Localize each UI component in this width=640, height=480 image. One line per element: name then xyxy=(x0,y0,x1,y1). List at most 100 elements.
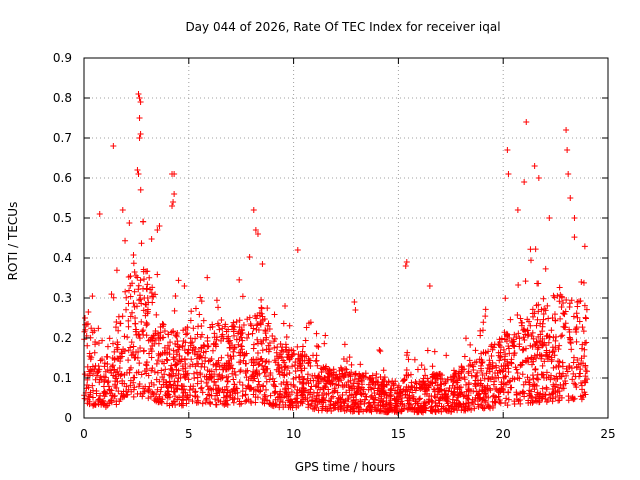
data-point xyxy=(471,380,478,387)
data-point xyxy=(392,402,399,409)
data-point xyxy=(233,318,240,325)
data-point xyxy=(465,396,472,403)
data-point xyxy=(182,339,189,346)
data-point xyxy=(331,404,338,411)
data-point xyxy=(250,325,257,332)
data-point xyxy=(164,342,171,349)
data-point xyxy=(478,402,485,409)
data-point xyxy=(352,371,359,378)
data-point xyxy=(271,390,278,397)
data-point xyxy=(225,373,232,380)
data-point xyxy=(99,337,106,344)
data-point xyxy=(84,342,91,349)
data-point xyxy=(556,392,563,399)
data-point xyxy=(118,371,125,378)
data-point xyxy=(463,388,470,395)
data-point xyxy=(197,294,204,301)
data-point xyxy=(465,363,472,370)
data-point xyxy=(100,383,107,390)
data-point xyxy=(533,375,540,382)
data-point xyxy=(203,379,210,386)
data-point xyxy=(504,331,511,338)
data-point xyxy=(283,371,290,378)
data-point xyxy=(245,331,252,338)
data-point xyxy=(404,406,411,413)
data-point xyxy=(207,324,214,331)
data-point xyxy=(525,397,532,404)
data-point xyxy=(503,338,510,345)
data-point xyxy=(425,384,432,391)
data-point xyxy=(541,358,548,365)
data-point xyxy=(119,313,126,320)
data-point xyxy=(533,302,540,309)
data-point xyxy=(258,296,265,303)
data-point xyxy=(505,396,512,403)
data-point xyxy=(530,358,537,365)
data-point xyxy=(236,359,243,366)
y-tick-label: 0.4 xyxy=(53,251,72,265)
data-point xyxy=(264,305,271,312)
data-point xyxy=(300,389,307,396)
data-point xyxy=(125,347,132,354)
data-point xyxy=(194,374,201,381)
data-point xyxy=(370,385,377,392)
data-point xyxy=(273,353,280,360)
data-point xyxy=(288,353,295,360)
data-point xyxy=(326,379,333,386)
y-tick-label: 0.1 xyxy=(53,371,72,385)
data-point xyxy=(441,387,448,394)
data-point xyxy=(87,366,94,373)
data-point xyxy=(219,400,226,407)
data-point xyxy=(196,311,203,318)
x-tick-label: 20 xyxy=(496,427,511,441)
data-point xyxy=(383,395,390,402)
data-point xyxy=(242,360,249,367)
data-point xyxy=(288,346,295,353)
data-point xyxy=(533,322,540,329)
data-point xyxy=(314,362,321,369)
data-point xyxy=(130,379,137,386)
data-point xyxy=(443,407,450,414)
data-point xyxy=(556,342,563,349)
data-point xyxy=(244,334,251,341)
outlier-point xyxy=(154,227,161,233)
data-point xyxy=(242,369,249,376)
data-point xyxy=(237,330,244,337)
data-point xyxy=(258,310,265,317)
data-point xyxy=(199,400,206,407)
data-point xyxy=(482,313,489,320)
data-point xyxy=(563,372,570,379)
data-point xyxy=(320,386,327,393)
data-point xyxy=(274,362,281,369)
data-point xyxy=(175,277,182,284)
data-point xyxy=(235,349,242,356)
data-point xyxy=(511,376,518,383)
data-point xyxy=(170,328,177,335)
data-point xyxy=(583,315,590,322)
data-point xyxy=(198,323,205,329)
data-point xyxy=(351,407,358,414)
data-point xyxy=(570,396,577,403)
data-point xyxy=(345,379,352,386)
data-point xyxy=(104,353,111,360)
data-point xyxy=(93,372,100,379)
data-point xyxy=(216,371,223,378)
data-point xyxy=(248,357,255,364)
data-point xyxy=(150,293,157,300)
data-point xyxy=(356,385,363,392)
data-point xyxy=(414,366,421,373)
data-point xyxy=(317,386,324,393)
data-point xyxy=(170,398,177,405)
data-point xyxy=(402,391,409,398)
data-point xyxy=(99,356,106,363)
data-point xyxy=(473,372,480,379)
data-point xyxy=(81,371,88,378)
data-point xyxy=(331,388,338,395)
data-point xyxy=(406,397,413,404)
data-point xyxy=(343,389,350,396)
outlier-point xyxy=(505,171,512,177)
data-point xyxy=(342,365,349,372)
outlier-point xyxy=(351,299,358,305)
data-point xyxy=(137,277,144,284)
data-point xyxy=(520,346,527,353)
